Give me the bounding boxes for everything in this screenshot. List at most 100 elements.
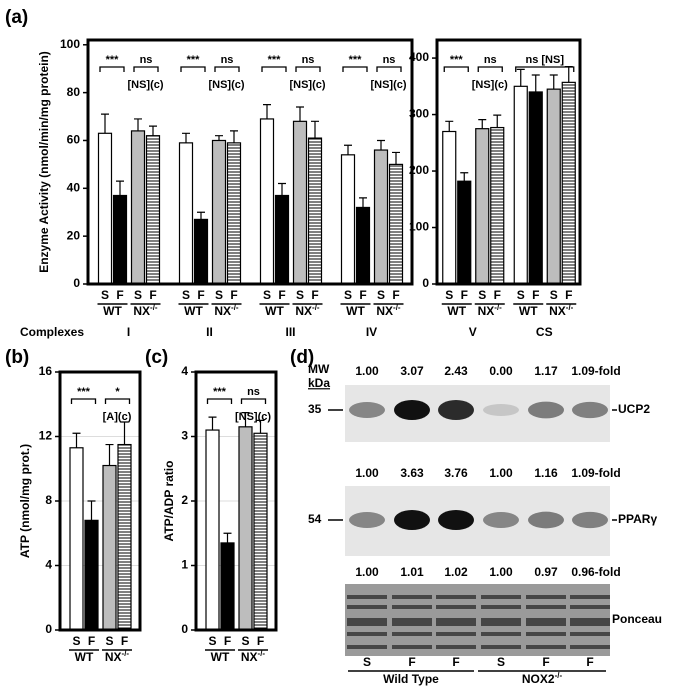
significance-note: [NS](c) bbox=[127, 79, 163, 91]
significance-note: [NS](c) bbox=[235, 411, 271, 423]
group-label: NX-/- bbox=[295, 303, 320, 319]
y-tick-label: 3 bbox=[181, 429, 188, 443]
ponceau-band bbox=[570, 645, 610, 649]
mw-marker: 54 bbox=[308, 512, 322, 526]
group-label-sup: -/- bbox=[122, 649, 130, 658]
y-axis-label: ATP (nmol/mg prot.) bbox=[18, 444, 32, 558]
y-tick-label: 0 bbox=[181, 622, 188, 636]
significance-label: *** bbox=[450, 54, 464, 66]
error-bar bbox=[197, 211, 205, 220]
fold-value: 1.02 bbox=[444, 565, 468, 579]
y-tick-label: 4 bbox=[45, 558, 52, 572]
lane-label: F bbox=[586, 655, 593, 669]
group-label: NX-/- bbox=[549, 303, 574, 319]
fold-value: 0.00 bbox=[489, 364, 513, 378]
fold-value: 1.01 bbox=[400, 565, 424, 579]
group-label-main: NX bbox=[295, 304, 312, 318]
blot-band bbox=[572, 511, 608, 529]
y-tick-label: 80 bbox=[67, 85, 81, 99]
x-tick-label: S bbox=[445, 288, 453, 302]
bar bbox=[307, 137, 323, 285]
x-tick-label: F bbox=[392, 288, 399, 302]
fold-value: 1.00 bbox=[489, 565, 513, 579]
y-tick-label: 100 bbox=[60, 37, 80, 51]
fold-value: 1.00 bbox=[355, 565, 379, 579]
bar bbox=[388, 163, 404, 285]
significance-label: *** bbox=[187, 54, 201, 66]
significance-bracket bbox=[133, 66, 159, 72]
x-tick-label: F bbox=[494, 288, 501, 302]
y-axis-label: Enzyme Activity (nmol/min/mg protein) bbox=[37, 51, 51, 273]
x-tick-label: S bbox=[241, 634, 249, 648]
ponceau-band bbox=[392, 605, 432, 609]
significance-note: [A](c) bbox=[103, 411, 132, 423]
category-label: V bbox=[469, 325, 477, 339]
x-tick-label: F bbox=[565, 288, 572, 302]
category-label: CS bbox=[536, 325, 553, 339]
group-label-main: NX bbox=[478, 304, 495, 318]
error-bar bbox=[215, 135, 223, 141]
significance-bracket bbox=[214, 66, 240, 72]
group-label-main: WT bbox=[346, 304, 365, 318]
ponceau-band bbox=[436, 595, 476, 599]
group-label: WT bbox=[103, 304, 122, 318]
significance-bracket bbox=[342, 66, 368, 72]
ponceau-band bbox=[570, 632, 610, 636]
bar bbox=[528, 91, 543, 285]
significance-note: [NS](c) bbox=[208, 79, 244, 91]
panel-label: (b) bbox=[5, 347, 29, 368]
error-bar bbox=[478, 119, 487, 129]
ponceau-band bbox=[570, 605, 610, 609]
x-tick-label: F bbox=[311, 288, 318, 302]
x-tick-label: F bbox=[197, 288, 204, 302]
error-bar bbox=[223, 532, 232, 543]
significance-label: ns [NS] bbox=[526, 54, 565, 66]
fold-value: 1.09-fold bbox=[571, 364, 620, 378]
group-label-main: WT bbox=[519, 304, 538, 318]
fold-value: 0.97 bbox=[534, 565, 558, 579]
x-tick-label: S bbox=[344, 288, 352, 302]
error-bar bbox=[377, 139, 385, 151]
significance-label: * bbox=[115, 386, 120, 398]
significance-bracket bbox=[180, 66, 206, 72]
significance-label: ns bbox=[302, 54, 315, 66]
group-label-sup: -/- bbox=[393, 303, 401, 312]
ponceau-band bbox=[526, 618, 566, 626]
significance-label: ns bbox=[140, 54, 153, 66]
ponceau-band bbox=[526, 632, 566, 636]
y-tick-label: 1 bbox=[181, 558, 188, 572]
x-tick-label: F bbox=[461, 288, 468, 302]
error-bar bbox=[241, 412, 250, 427]
x-tick-label: F bbox=[116, 288, 123, 302]
bar bbox=[292, 120, 308, 285]
group-label-main: NX bbox=[105, 650, 122, 664]
blot-band bbox=[572, 401, 608, 419]
group-label: NX-/- bbox=[241, 649, 266, 665]
significance-label: *** bbox=[268, 54, 282, 66]
group-label: NX-/- bbox=[133, 303, 158, 319]
mw-unit: kDa bbox=[308, 376, 330, 390]
group-label-main: WT bbox=[447, 304, 466, 318]
blot-band bbox=[528, 511, 564, 529]
y-tick-label: 100 bbox=[409, 220, 429, 234]
group-label-sup: -/- bbox=[555, 671, 563, 680]
significance-label: *** bbox=[213, 386, 227, 398]
x-tick-label: S bbox=[72, 634, 80, 648]
category-label: IV bbox=[366, 325, 377, 339]
x-tick-label: F bbox=[257, 634, 264, 648]
y-tick-label: 0 bbox=[45, 622, 52, 636]
ponceau-band bbox=[570, 595, 610, 599]
x-tick-label: S bbox=[263, 288, 271, 302]
group-label-main: NOX2 bbox=[522, 672, 555, 686]
x-tick-label: F bbox=[224, 634, 231, 648]
group-label-main: NX bbox=[376, 304, 393, 318]
mw-marker: 35 bbox=[308, 402, 322, 416]
bar bbox=[561, 81, 576, 285]
ponceau-band bbox=[436, 645, 476, 649]
group-label: Wild Type bbox=[383, 672, 439, 686]
blot-band bbox=[483, 512, 519, 528]
ponceau-band bbox=[347, 645, 387, 649]
plot-frame bbox=[58, 370, 142, 632]
y-tick-label: 60 bbox=[67, 133, 81, 147]
error-bar bbox=[263, 103, 271, 119]
